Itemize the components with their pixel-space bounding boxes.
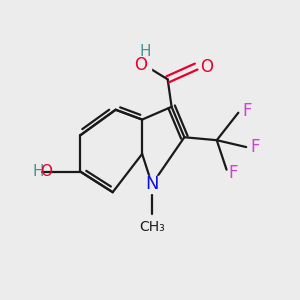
Text: H: H xyxy=(139,44,151,59)
Text: F: F xyxy=(243,102,252,120)
Text: O: O xyxy=(40,164,52,179)
Text: H: H xyxy=(32,164,44,179)
Text: CH₃: CH₃ xyxy=(139,220,165,234)
Text: F: F xyxy=(250,138,260,156)
Text: O: O xyxy=(134,56,147,74)
Bar xyxy=(140,176,164,193)
Text: F: F xyxy=(228,164,238,181)
Text: N: N xyxy=(145,176,159,194)
Text: O: O xyxy=(200,58,214,76)
Bar xyxy=(136,50,151,71)
